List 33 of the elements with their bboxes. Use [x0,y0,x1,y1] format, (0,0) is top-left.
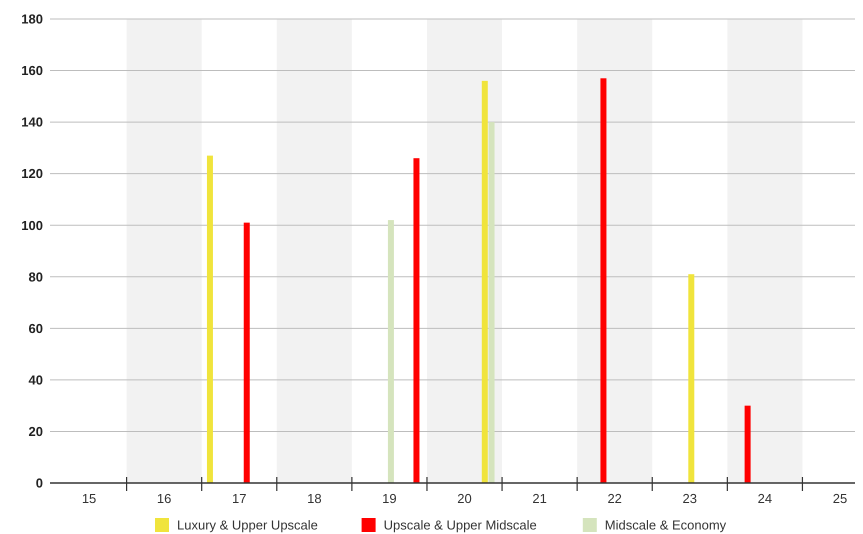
bar [413,158,420,483]
x-tick-label: 21 [532,491,547,506]
bar [600,78,606,483]
legend-label: Luxury & Upper Upscale [177,518,318,533]
y-tick-label: 160 [21,63,43,78]
y-tick-label: 140 [21,114,43,130]
y-tick-label: 20 [28,424,43,439]
bar [488,122,495,483]
y-tick-label: 100 [21,218,43,233]
y-tick-label: 80 [28,269,43,284]
legend-label: Upscale & Upper Midscale [384,518,537,533]
bar [388,220,394,483]
x-tick-label: 19 [382,491,397,506]
y-tick-label: 120 [21,166,43,182]
x-tick-label: 25 [832,491,848,506]
legend-label: Midscale & Economy [604,518,727,533]
x-tick-label: 17 [232,491,246,506]
x-tick-label: 20 [457,491,472,506]
y-tick-label: 40 [28,372,43,388]
y-tick-label: 0 [36,476,43,491]
x-tick-label: 22 [607,491,622,506]
y-tick-label: 60 [28,320,43,336]
x-tick-label: 15 [82,491,96,506]
bar [482,80,488,483]
bar [206,156,213,483]
x-tick-label: 24 [758,491,772,506]
y-tick-label: 180 [21,12,43,27]
bar [744,406,751,483]
x-tick-label: 18 [307,491,322,506]
x-tick-label: 16 [156,491,172,506]
bar [244,222,250,483]
x-tick-label: 23 [682,491,698,506]
bar [688,274,694,483]
